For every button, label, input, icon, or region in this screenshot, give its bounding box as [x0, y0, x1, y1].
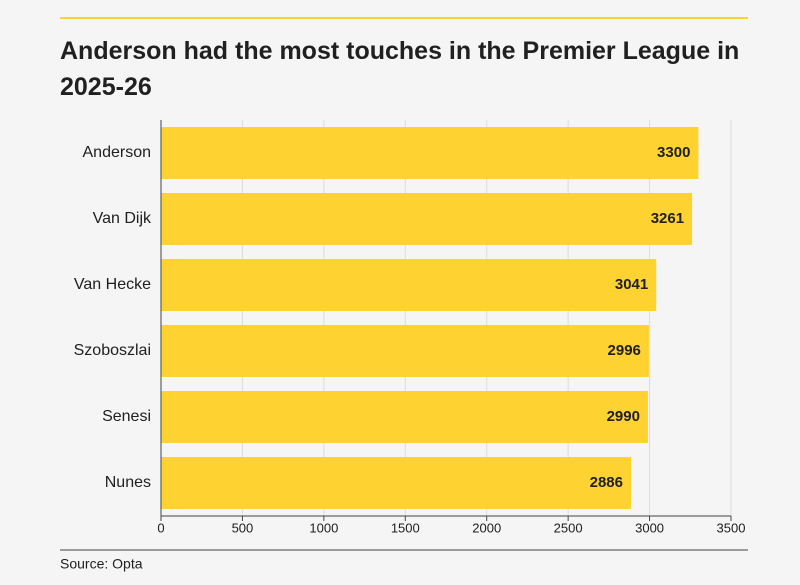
- value-label: 3300: [657, 144, 690, 161]
- y-tick-label: Senesi: [102, 408, 151, 425]
- bar: [161, 259, 657, 311]
- chart-title: Anderson had the most touches in the Pre…: [60, 37, 739, 101]
- x-tick-label: 3500: [717, 520, 746, 535]
- x-tick-label: 2500: [554, 520, 583, 535]
- x-tick-label: 2000: [472, 520, 501, 535]
- value-label: 2996: [608, 342, 641, 359]
- bar: [161, 193, 693, 245]
- x-tick-label: 3000: [635, 520, 664, 535]
- y-tick-label: Nunes: [105, 474, 151, 491]
- x-tick-label: 1000: [309, 520, 338, 535]
- y-tick-label: Szoboszlai: [74, 342, 151, 359]
- value-label: 2990: [607, 408, 640, 425]
- source: Source: Opta: [60, 556, 143, 572]
- x-tick-label: 1500: [391, 520, 420, 535]
- x-tick-label: 500: [232, 520, 254, 535]
- bar: [161, 457, 632, 509]
- value-label: 3261: [651, 210, 684, 227]
- bar: [161, 325, 649, 377]
- value-label: 3041: [615, 276, 648, 293]
- y-tick-label: Van Hecke: [74, 276, 151, 293]
- y-tick-label: Anderson: [83, 144, 152, 161]
- y-tick-label: Van Dijk: [93, 210, 152, 227]
- value-label: 2886: [590, 474, 623, 491]
- bar: [161, 127, 699, 179]
- x-tick-label: 0: [157, 520, 164, 535]
- bar: [161, 391, 648, 443]
